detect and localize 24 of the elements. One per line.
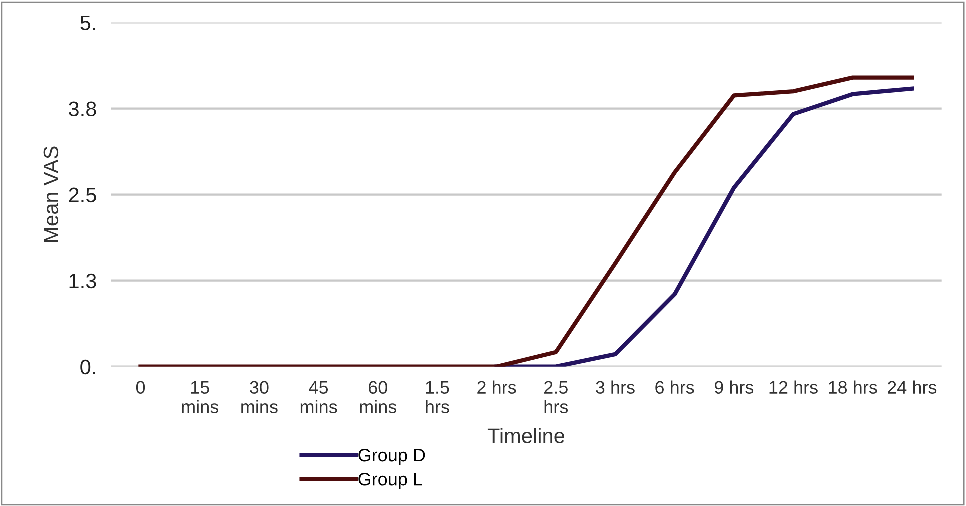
y-tick-label: 3.8 [69, 102, 96, 117]
x-tick-label: 2.5 hrs [544, 381, 568, 414]
x-axis-title: Timeline [488, 428, 565, 444]
x-tick-label: 30 mins [242, 381, 278, 414]
x-tick-label: 9 hrs [714, 380, 754, 394]
x-tick-label: 6 hrs [656, 380, 694, 394]
y-tick-label: 1.3 [70, 274, 96, 289]
x-tick-label: 15 mins [182, 381, 219, 414]
x-tick-label: 1.5 hrs [426, 381, 450, 414]
y-tick-label: 2.5 [69, 188, 96, 203]
line-series [138, 76, 914, 367]
y-tick-label: 5. [80, 16, 96, 31]
x-tick-label: 45 mins [300, 381, 338, 414]
x-tick-label: 60 mins [360, 381, 397, 414]
y-axis-title: Mean VAS [44, 146, 59, 242]
x-tick-label: 2 hrs [478, 380, 516, 394]
x-tick-label: 18 hrs [829, 380, 878, 394]
legend-label: Group L [358, 473, 422, 490]
x-tick-label: 24 hrs [888, 380, 937, 394]
x-tick-label: 12 hrs [770, 380, 818, 394]
legend-label: Group D [358, 448, 426, 466]
x-tick-label: 0 [136, 381, 146, 394]
y-tick-label: 0. [80, 360, 96, 375]
x-tick-label: 3 hrs [596, 380, 635, 394]
